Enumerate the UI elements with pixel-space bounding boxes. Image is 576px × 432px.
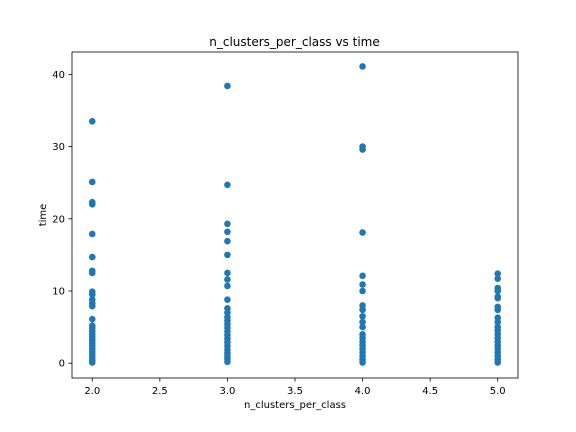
x-tick-label: 2.0 (84, 386, 100, 397)
data-point (359, 229, 366, 236)
data-point (359, 312, 366, 320)
data-point (224, 282, 231, 290)
data-point (359, 318, 366, 326)
scatter-points (88, 63, 502, 366)
y-tick-label: 0 (59, 359, 65, 370)
data-point (224, 181, 231, 189)
x-tick-label: 4.0 (355, 386, 371, 397)
data-point (88, 291, 96, 298)
data-point (88, 302, 96, 310)
x-axis-label: n_clusters_per_class (244, 400, 346, 411)
data-point (359, 287, 366, 295)
data-point (224, 82, 231, 90)
y-tick-label: 40 (52, 70, 65, 81)
data-point (88, 315, 96, 323)
data-point (224, 220, 231, 228)
x-tick-label: 2.5 (152, 386, 168, 397)
data-point (359, 323, 366, 331)
y-axis-label: time (38, 204, 49, 227)
data-point (88, 359, 96, 366)
data-point (88, 201, 96, 208)
data-point (224, 296, 231, 303)
y-axis-ticks: 0 10 20 30 40 (52, 70, 72, 370)
data-point (88, 269, 96, 277)
data-point (494, 287, 502, 295)
data-point (224, 237, 231, 245)
y-tick-label: 30 (52, 142, 65, 153)
data-point (88, 253, 96, 261)
x-axis-ticks: 2.0 2.5 3.0 3.5 4.0 4.5 5.0 (84, 378, 506, 397)
data-point (494, 294, 502, 302)
data-point (224, 269, 231, 277)
data-point (359, 146, 366, 153)
data-point (359, 281, 366, 288)
data-point (494, 270, 502, 277)
data-point (494, 318, 502, 326)
data-point (359, 359, 366, 366)
data-point (494, 306, 502, 314)
x-tick-label: 3.5 (287, 386, 303, 397)
data-point (224, 358, 231, 366)
data-point (494, 359, 502, 366)
data-point (359, 272, 366, 280)
data-point (494, 275, 502, 283)
plot-frame (71, 51, 519, 379)
data-point (224, 228, 231, 236)
y-tick-label: 10 (52, 286, 65, 297)
y-tick-label: 20 (52, 214, 65, 225)
x-tick-label: 3.0 (219, 386, 235, 397)
data-point (224, 276, 231, 283)
x-tick-label: 5.0 (490, 386, 506, 397)
x-tick-label: 4.5 (422, 386, 438, 397)
data-point (88, 230, 96, 238)
data-point (359, 306, 366, 314)
data-point (224, 251, 231, 259)
data-point (359, 63, 366, 70)
data-point (88, 118, 96, 125)
data-point (88, 178, 96, 186)
chart-title: n_clusters_per_class vs time (209, 35, 379, 49)
